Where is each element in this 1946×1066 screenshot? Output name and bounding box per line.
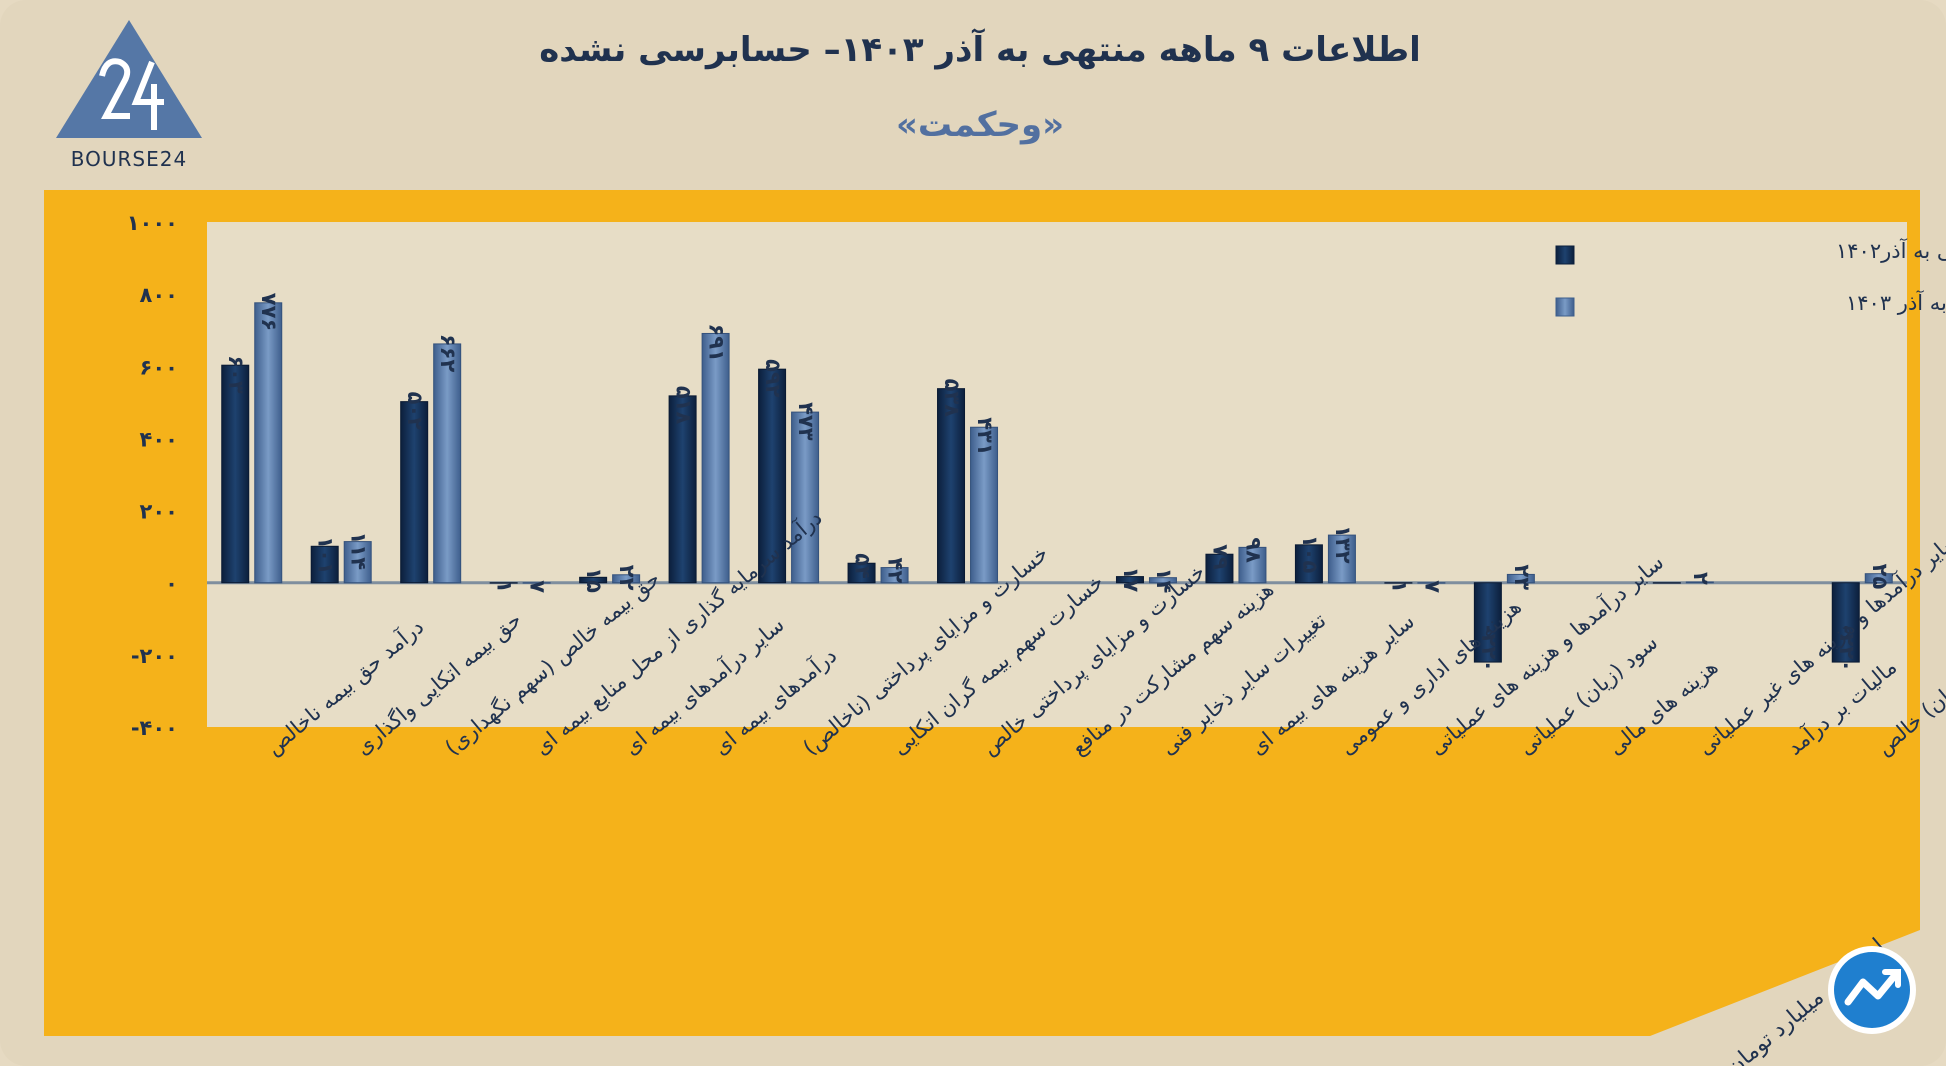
y-tick-label: ۸۰۰ bbox=[140, 283, 178, 307]
bar-value-label: ۱۳۲ bbox=[1331, 525, 1355, 564]
trend-arrow-icon bbox=[1828, 946, 1916, 1034]
bar-value-label: ۵۳۸ bbox=[940, 379, 964, 418]
legend-swatch-2023 bbox=[1555, 245, 1575, 265]
plot-area bbox=[207, 222, 1907, 727]
bar-value-label: ۱۴ bbox=[1152, 568, 1176, 594]
bar-1403 bbox=[343, 541, 372, 584]
bar-value-label: ۷۹ bbox=[1208, 544, 1232, 570]
bar-value-label: ۱۷ bbox=[1119, 567, 1143, 593]
y-tick-label: ۰ bbox=[165, 572, 178, 596]
bar-value-label: ۲۳ bbox=[1510, 564, 1534, 590]
bar-value-label: ۹۸ bbox=[1241, 537, 1265, 563]
bar-value-label: ۴۳۱ bbox=[973, 417, 997, 455]
y-tick-label: ۴۰۰ bbox=[140, 427, 178, 451]
bar-1403 bbox=[1864, 573, 1893, 584]
bar-1402 bbox=[310, 545, 339, 584]
bar-1403 bbox=[433, 343, 462, 584]
bar-1403 bbox=[880, 567, 909, 584]
legend-label-2023: عملکرد منتهی به آذر۱۴۰۲ bbox=[1836, 238, 1946, 263]
bar-1402 bbox=[221, 364, 250, 584]
bar-value-label: ۵۰۲ bbox=[403, 392, 427, 431]
bar-1403 bbox=[1327, 534, 1356, 584]
bar-1402 bbox=[847, 562, 876, 584]
bar-value-label: ۴۲ bbox=[884, 558, 908, 584]
bourse24-triangle-logo: BOURSE24 bbox=[56, 20, 202, 171]
bar-value-label: ۱۱۴ bbox=[347, 532, 371, 571]
bar-value-label: ۷ bbox=[1420, 580, 1444, 593]
bar-1403 bbox=[1238, 546, 1267, 584]
bar-value-label: ۶۶۲ bbox=[436, 334, 460, 373]
bar-value-label: ۱۰۵ bbox=[1298, 535, 1322, 574]
legend: عملکرد منتهی به آذر۱۴۰۲ عملکرد منتهی به … bbox=[1555, 238, 1946, 317]
bar-value-label: ۶۹۱ bbox=[705, 323, 729, 361]
bar-value-label: ۱۰۱ bbox=[314, 536, 338, 574]
bar-1403 bbox=[1685, 581, 1714, 584]
bar-value-label: ۲۵ bbox=[1868, 564, 1892, 590]
bar-value-label: ۵۹۲ bbox=[761, 359, 785, 398]
logo-text: BOURSE24 bbox=[71, 147, 187, 171]
bar-1403 bbox=[970, 426, 999, 584]
chart-subtitle: «وحکمت» bbox=[895, 105, 1065, 145]
bar-1402 bbox=[579, 576, 608, 584]
bar-1403 bbox=[701, 332, 730, 584]
bar-value-label: ۱ bbox=[493, 580, 517, 593]
bar-1403 bbox=[1148, 577, 1177, 584]
bar-value-label: ۲۲ bbox=[615, 565, 639, 591]
chart-title: اطلاعات ۹ ماهه منتهی به آذر ۱۴۰۳– حسابرس… bbox=[539, 30, 1421, 70]
y-tick-label: ۱۰۰۰ bbox=[127, 211, 178, 235]
bar-value-label: -۲۲۰ bbox=[1835, 625, 1859, 672]
bar-1402 bbox=[668, 395, 697, 584]
y-tick-label: ۲۰۰ bbox=[140, 500, 178, 524]
bar-value-label: ۴۷۳ bbox=[794, 402, 818, 441]
bar-1402 bbox=[758, 368, 787, 584]
bar-1403 bbox=[612, 574, 641, 584]
bar-1403 bbox=[791, 411, 820, 584]
bar-1403 bbox=[1506, 573, 1535, 584]
bar-1402 bbox=[400, 401, 429, 584]
bar-1402 bbox=[1294, 544, 1323, 584]
bar-1402 bbox=[1115, 576, 1144, 584]
y-tick-label: -۲۰۰ bbox=[131, 644, 178, 668]
bar-1402 bbox=[1831, 582, 1860, 663]
bar-1402 bbox=[1473, 582, 1502, 663]
bar-1402 bbox=[1205, 553, 1234, 584]
bar-value-label: ۱۵ bbox=[582, 567, 606, 593]
y-tick-label: ۶۰۰ bbox=[140, 355, 178, 379]
bar-value-label: ۶۰۳ bbox=[224, 355, 248, 394]
bar-value-label: ۷ bbox=[526, 580, 550, 593]
bar-1402 bbox=[937, 388, 966, 584]
legend-label-2024: عملکرد منتهی به آذر ۱۴۰۳ bbox=[1846, 290, 1946, 315]
bar-value-label: ۱ bbox=[1387, 580, 1411, 593]
bar-value-label: ۵۱۸ bbox=[672, 386, 696, 425]
bar-1403 bbox=[254, 302, 283, 584]
legend-swatch-2024 bbox=[1555, 297, 1575, 317]
bar-value-label: ۷۷۶ bbox=[257, 293, 281, 331]
bar-value-label: ۲ bbox=[1689, 572, 1713, 585]
bar-value-label: ۵۴ bbox=[851, 553, 875, 579]
y-tick-label: -۴۰۰ bbox=[131, 716, 178, 740]
bar-value-label: -۲۲۰ bbox=[1477, 625, 1501, 672]
